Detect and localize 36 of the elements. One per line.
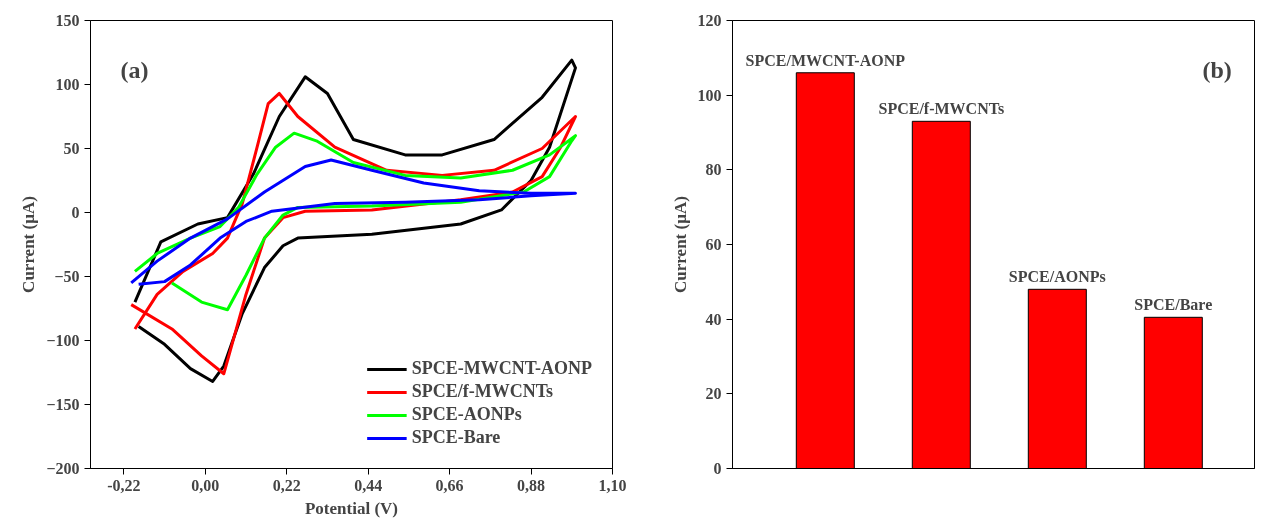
y-tick-label: −150: [46, 396, 80, 413]
y-tick-label: 20: [705, 385, 722, 403]
legend-label: SPCE-AONPs: [411, 404, 522, 425]
y-tick-label: 150: [55, 12, 80, 29]
x-tick-label: SPCE/MWCNT-AONP: [745, 51, 906, 69]
y-tick-label: −50: [54, 268, 80, 285]
legend-label: SPCE/f-MWCNTs: [411, 381, 554, 402]
y-tick-label: −100: [46, 332, 80, 349]
y-tick-label: 100: [697, 86, 722, 104]
y-axis-title: Current (µA): [19, 196, 39, 293]
legend-label: SPCE-Bare: [411, 427, 501, 448]
x-axis-title: Potential (V): [305, 498, 399, 518]
legend-label: SPCE-MWCNT-AONP: [411, 358, 592, 379]
x-tick-label: SPCE/Bare: [1134, 296, 1213, 314]
x-tick-label: 0,88: [517, 476, 546, 494]
x-tick-label: 0,00: [191, 476, 220, 494]
y-tick-label: 50: [63, 140, 80, 157]
y-tick-label: −200: [46, 460, 80, 477]
y-tick-label: 60: [705, 236, 722, 253]
annotation: (b): [1202, 57, 1232, 84]
y-tick-label: 0: [713, 460, 722, 477]
line-series: [129, 158, 577, 286]
x-tick-label: 0,66: [435, 476, 464, 494]
y-tick-label: 120: [697, 12, 722, 29]
annotation: (a): [120, 57, 149, 84]
y-tick-label: 40: [705, 310, 722, 328]
line-series: [133, 131, 577, 312]
y-axis-title: Current (µA): [670, 196, 690, 293]
y-tick-label: 100: [55, 76, 80, 93]
x-tick-label: 1,10: [598, 476, 627, 494]
x-tick-label: 0,22: [272, 476, 301, 494]
x-tick-label: SPCE/AONPs: [1008, 268, 1106, 286]
x-tick-label: 0,44: [354, 476, 383, 494]
x-tick-label: -0,22: [107, 476, 141, 494]
y-tick-label: 0: [71, 204, 80, 221]
y-tick-label: 80: [705, 161, 722, 179]
